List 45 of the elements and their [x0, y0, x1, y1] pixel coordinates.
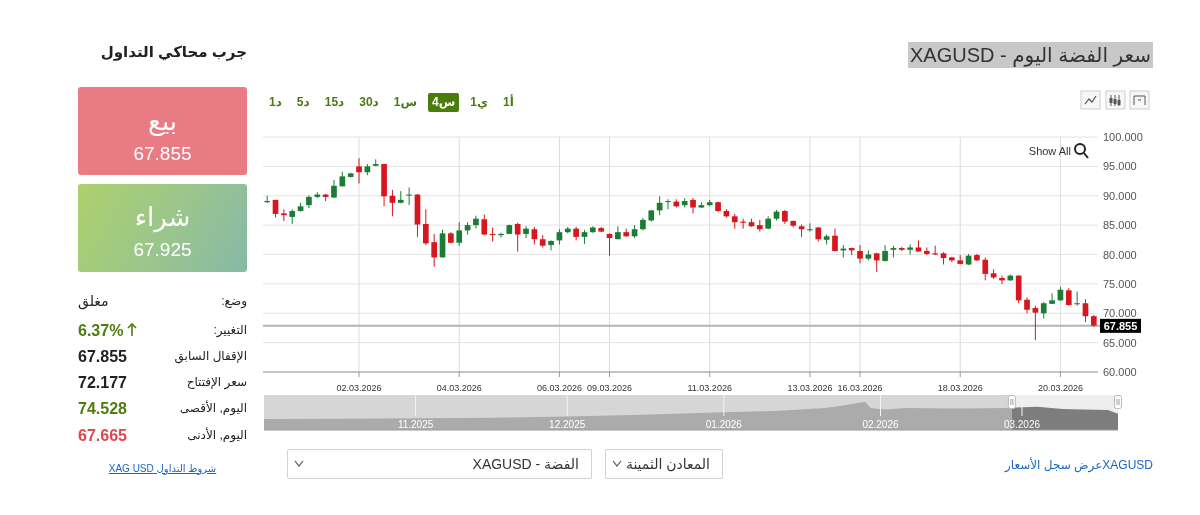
chart-title: سعر الفضة اليوم - XAGUSD [907, 42, 1153, 68]
text: سعر الإفتتاح [186, 374, 247, 390]
x-tick-label: 12.2025 [549, 418, 586, 430]
text: التغيير: [213, 322, 247, 338]
text: اليوم, الأدنى [187, 427, 247, 443]
text: جرب محاكي التداول [100, 42, 247, 62]
y-tick-label: 80.000 [1103, 248, 1137, 261]
y-tick-label: 70.000 [1103, 307, 1137, 320]
x-tick-label: 01.2026 [705, 418, 743, 430]
x-tick-label: 18.03.2026 [937, 383, 983, 393]
text: 67.855 [133, 141, 192, 166]
text: شراء [134, 201, 191, 234]
y-tick-label: 85.000 [1103, 219, 1137, 232]
y-tick-label: 90.000 [1103, 189, 1137, 202]
text: 67.855 [78, 346, 127, 367]
x-tick-label: 11.2025 [397, 418, 434, 430]
y-tick-label: 95.000 [1103, 160, 1137, 173]
x-tick-label: 06.03.2026 [536, 383, 582, 393]
x-tick-label: 11.03.2026 [687, 383, 732, 393]
x-tick-label: 20.03.2026 [1037, 383, 1083, 393]
text: 72.177 [78, 372, 127, 393]
text: 6.37% [78, 320, 124, 341]
dropdown: الفضة - XAGUSD [287, 449, 592, 479]
text: 74.528 [78, 398, 127, 419]
text: الإقفال السابق [174, 348, 247, 364]
annotation: Show All [1028, 144, 1071, 158]
text: 67.665 [78, 425, 127, 446]
y-tick-label: 75.000 [1103, 277, 1137, 290]
x-tick-label: 02.03.2026 [336, 383, 382, 393]
dropdown: المعادن الثمينة [605, 449, 723, 479]
y-tick-label: 100.000 [1103, 131, 1143, 143]
x-tick-label: 02.2026 [862, 418, 899, 430]
x-tick-label: 03.2026 [1003, 418, 1041, 430]
y-tick-label: 60.000 [1103, 366, 1137, 378]
ref-line-label: 67.855 [1103, 319, 1138, 332]
text: اليوم, الأقصى [179, 400, 247, 416]
y-tick-label: 65.000 [1103, 336, 1137, 349]
text: وضع: [221, 293, 247, 309]
x-tick-label: 09.03.2026 [587, 383, 633, 393]
text: مغلق [78, 292, 109, 310]
text: 67.925 [133, 237, 192, 262]
text: بيع [148, 105, 177, 138]
x-tick-label: 13.03.2026 [787, 383, 833, 393]
x-tick-label: 16.03.2026 [837, 383, 883, 393]
x-tick-label: 04.03.2026 [436, 383, 482, 393]
